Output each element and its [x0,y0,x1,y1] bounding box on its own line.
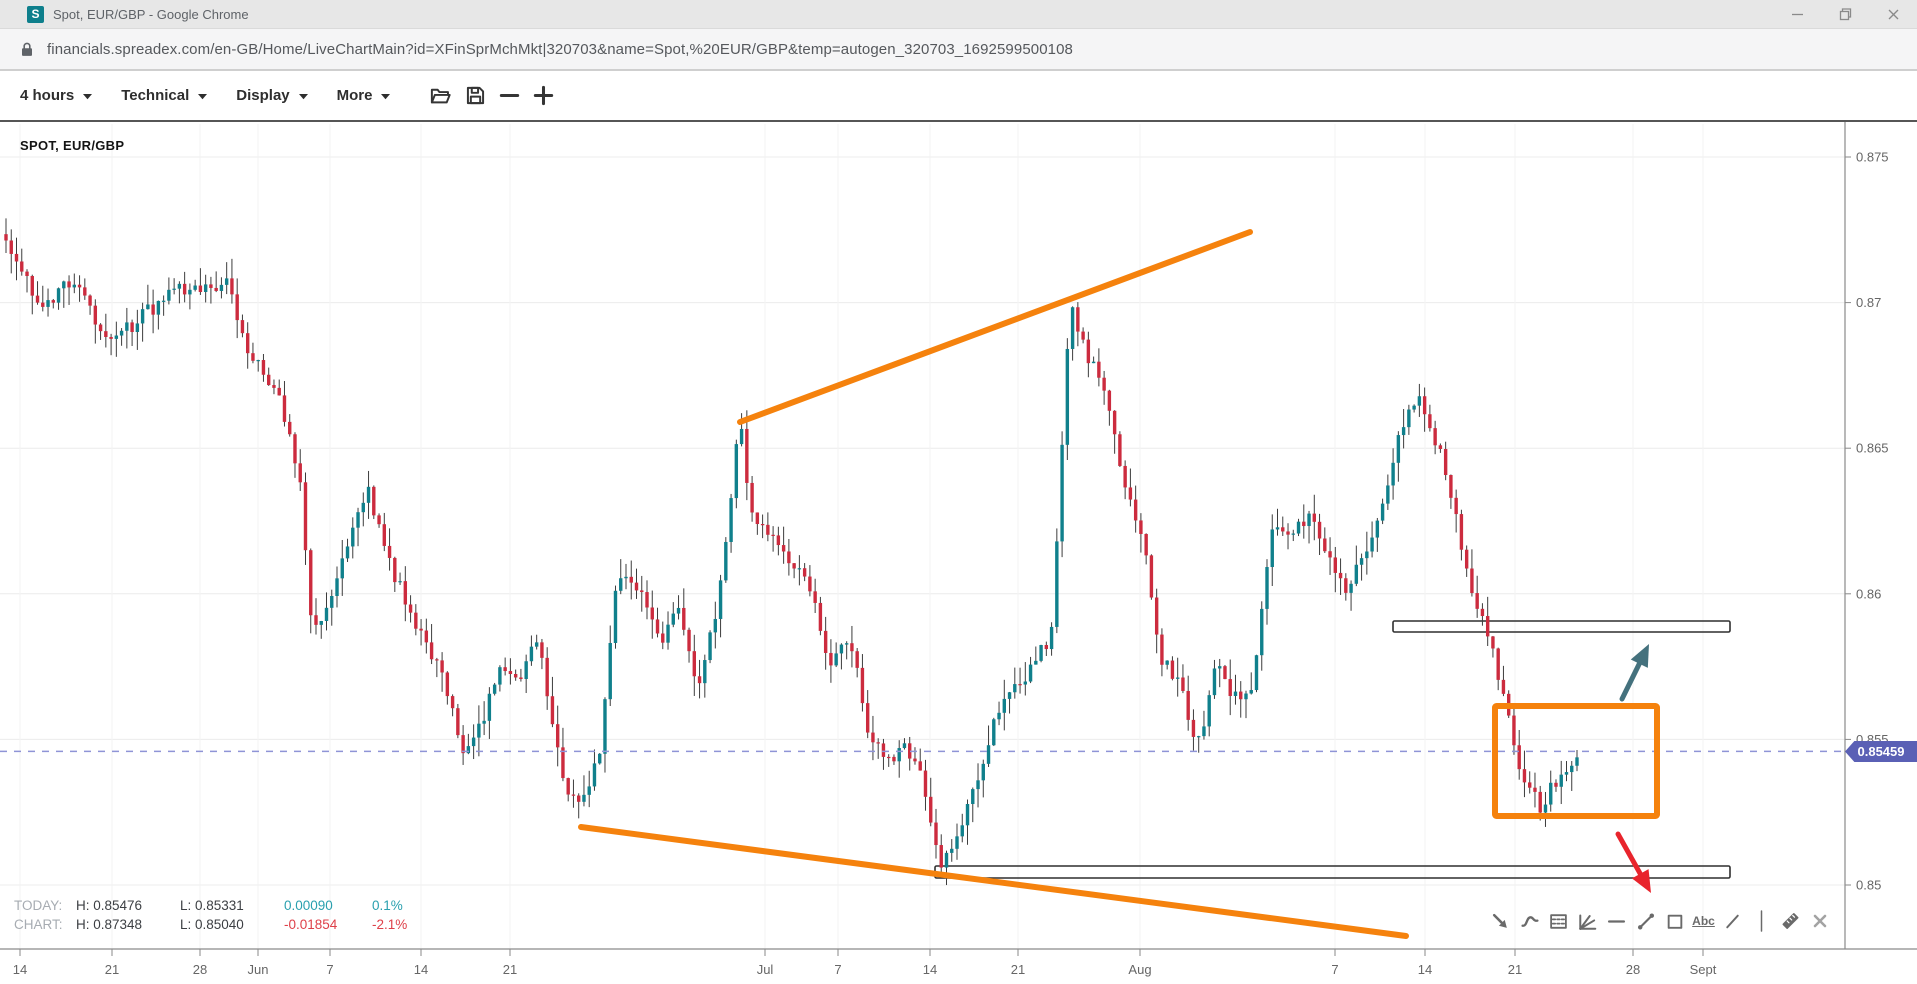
restore-icon [1839,7,1851,20]
toolbar-separator [1747,906,1776,936]
save-icon [467,86,485,105]
text-tool-label: Abc [1692,914,1715,928]
annotations-under-layer [934,620,1731,879]
legend-change-pct: 0.1% [372,898,403,913]
timeframe-menu[interactable]: 4 hours [20,87,93,104]
more-menu-label: More [336,87,373,104]
url-text[interactable]: financials.spreadex.com/en-GB/Home/LiveC… [47,40,1073,58]
y-axis-label: 0.865 [1856,441,1889,456]
candle-layer [4,218,1579,886]
legend-low: L: 0.85040 [180,917,244,932]
x-axis-label: 21 [105,962,119,977]
x-axis-label: 14 [13,962,27,977]
x-axis-label: 28 [193,962,207,977]
breakout-up-arrow [1619,644,1649,702]
legend-high: H: 0.85476 [76,898,143,913]
horizontal-line-tool[interactable] [1602,906,1631,936]
secure-lock-icon[interactable] [20,41,34,58]
zoom-out-button[interactable] [499,85,520,106]
zoom-in-button[interactable] [533,85,554,106]
minus-icon [500,93,520,98]
close-button[interactable] [1869,0,1917,28]
breakdown-down-arrow [1615,831,1651,893]
fib-grid-tool[interactable] [1544,906,1573,936]
resistance-zone-box [1392,620,1731,633]
x-axis-label: 7 [1331,962,1338,977]
legend-change-pct: -2.1% [372,917,408,932]
x-axis-label: 21 [1011,962,1025,977]
minimize-icon [1791,13,1803,15]
x-axis-label: 14 [414,962,428,977]
legend-row-chart: CHART: H: 0.87348 L: 0.85040 -0.01854 -2… [14,915,422,934]
rectangle-tool[interactable] [1660,906,1689,936]
address-bar[interactable]: financials.spreadex.com/en-GB/Home/LiveC… [0,29,1917,71]
timeframe-menu-label: 4 hours [20,87,75,104]
line-tool[interactable] [1718,906,1747,936]
legend-high: H: 0.87348 [76,917,143,932]
legend-label: CHART: [14,917,63,932]
x-axis-label: Jun [248,962,269,977]
x-axis-label: Jul [757,962,774,977]
minimize-button[interactable] [1773,0,1821,28]
annotations-over-layer [0,229,1845,939]
support-zone-box [934,865,1731,879]
x-axis-label: 21 [503,962,517,977]
plus-icon [534,85,554,106]
chevron-down-icon [197,92,208,100]
legend-change: -0.01854 [284,917,338,932]
x-axis-label: 28 [1626,962,1640,977]
chart-toolbar: 4 hours Technical Display More [0,71,1917,122]
x-axis-label: Sept [1690,962,1717,977]
ohlc-legend: TODAY: H: 0.85476 L: 0.85331 0.00090 0.1… [14,896,422,934]
more-menu[interactable]: More [337,87,392,104]
x-axis-label: Aug [1128,962,1151,977]
consolidation-rectangle [1492,703,1660,819]
x-axis-label: 14 [1418,962,1432,977]
grid-layer [0,124,1845,949]
technical-menu-label: Technical [121,87,190,104]
drawing-toolbar: Abc [1486,906,1834,936]
display-menu[interactable]: Display [236,87,308,104]
window-titlebar: S Spot, EUR/GBP - Google Chrome [0,0,1917,29]
current-price-tag: 0.85459 [1845,741,1917,762]
arrow-tool[interactable] [1486,906,1515,936]
x-axis-label: 14 [923,962,937,977]
fan-lines-tool[interactable] [1573,906,1602,936]
clear-drawings-tool[interactable] [1805,906,1834,936]
restore-button[interactable] [1821,0,1869,28]
chevron-down-icon [298,92,309,100]
chevron-down-icon [82,92,93,100]
legend-low: L: 0.85331 [180,898,244,913]
measure-tool[interactable] [1776,906,1805,936]
trendline-tool[interactable] [1631,906,1660,936]
close-icon [1888,9,1898,19]
legend-change: 0.00090 [284,898,333,913]
open-chart-button[interactable] [429,85,452,106]
x-axis-label: 21 [1508,962,1522,977]
upper-trendline [737,229,1253,425]
display-menu-label: Display [236,87,290,104]
lower-trendline [578,824,1409,939]
legend-row-today: TODAY: H: 0.85476 L: 0.85331 0.00090 0.1… [14,896,422,915]
x-axis-label: 7 [834,962,841,977]
text-tool[interactable]: Abc [1689,906,1718,936]
y-axis-label: 0.86 [1856,586,1881,601]
y-axis-label: 0.875 [1856,150,1889,165]
save-chart-button[interactable] [465,85,486,106]
chart-symbol-label: SPOT, EUR/GBP [20,138,125,153]
site-favicon: S [27,5,44,23]
legend-label: TODAY: [14,898,63,913]
open-folder-icon [431,88,452,104]
technical-menu[interactable]: Technical [121,87,208,104]
window-controls [1773,0,1917,28]
window-title: Spot, EUR/GBP - Google Chrome [53,6,249,22]
y-axis-label: 0.87 [1856,295,1881,310]
x-axis-label: 7 [326,962,333,977]
chevron-down-icon [380,92,391,100]
y-axis-label: 0.85 [1856,878,1881,893]
curve-tool[interactable] [1515,906,1544,936]
